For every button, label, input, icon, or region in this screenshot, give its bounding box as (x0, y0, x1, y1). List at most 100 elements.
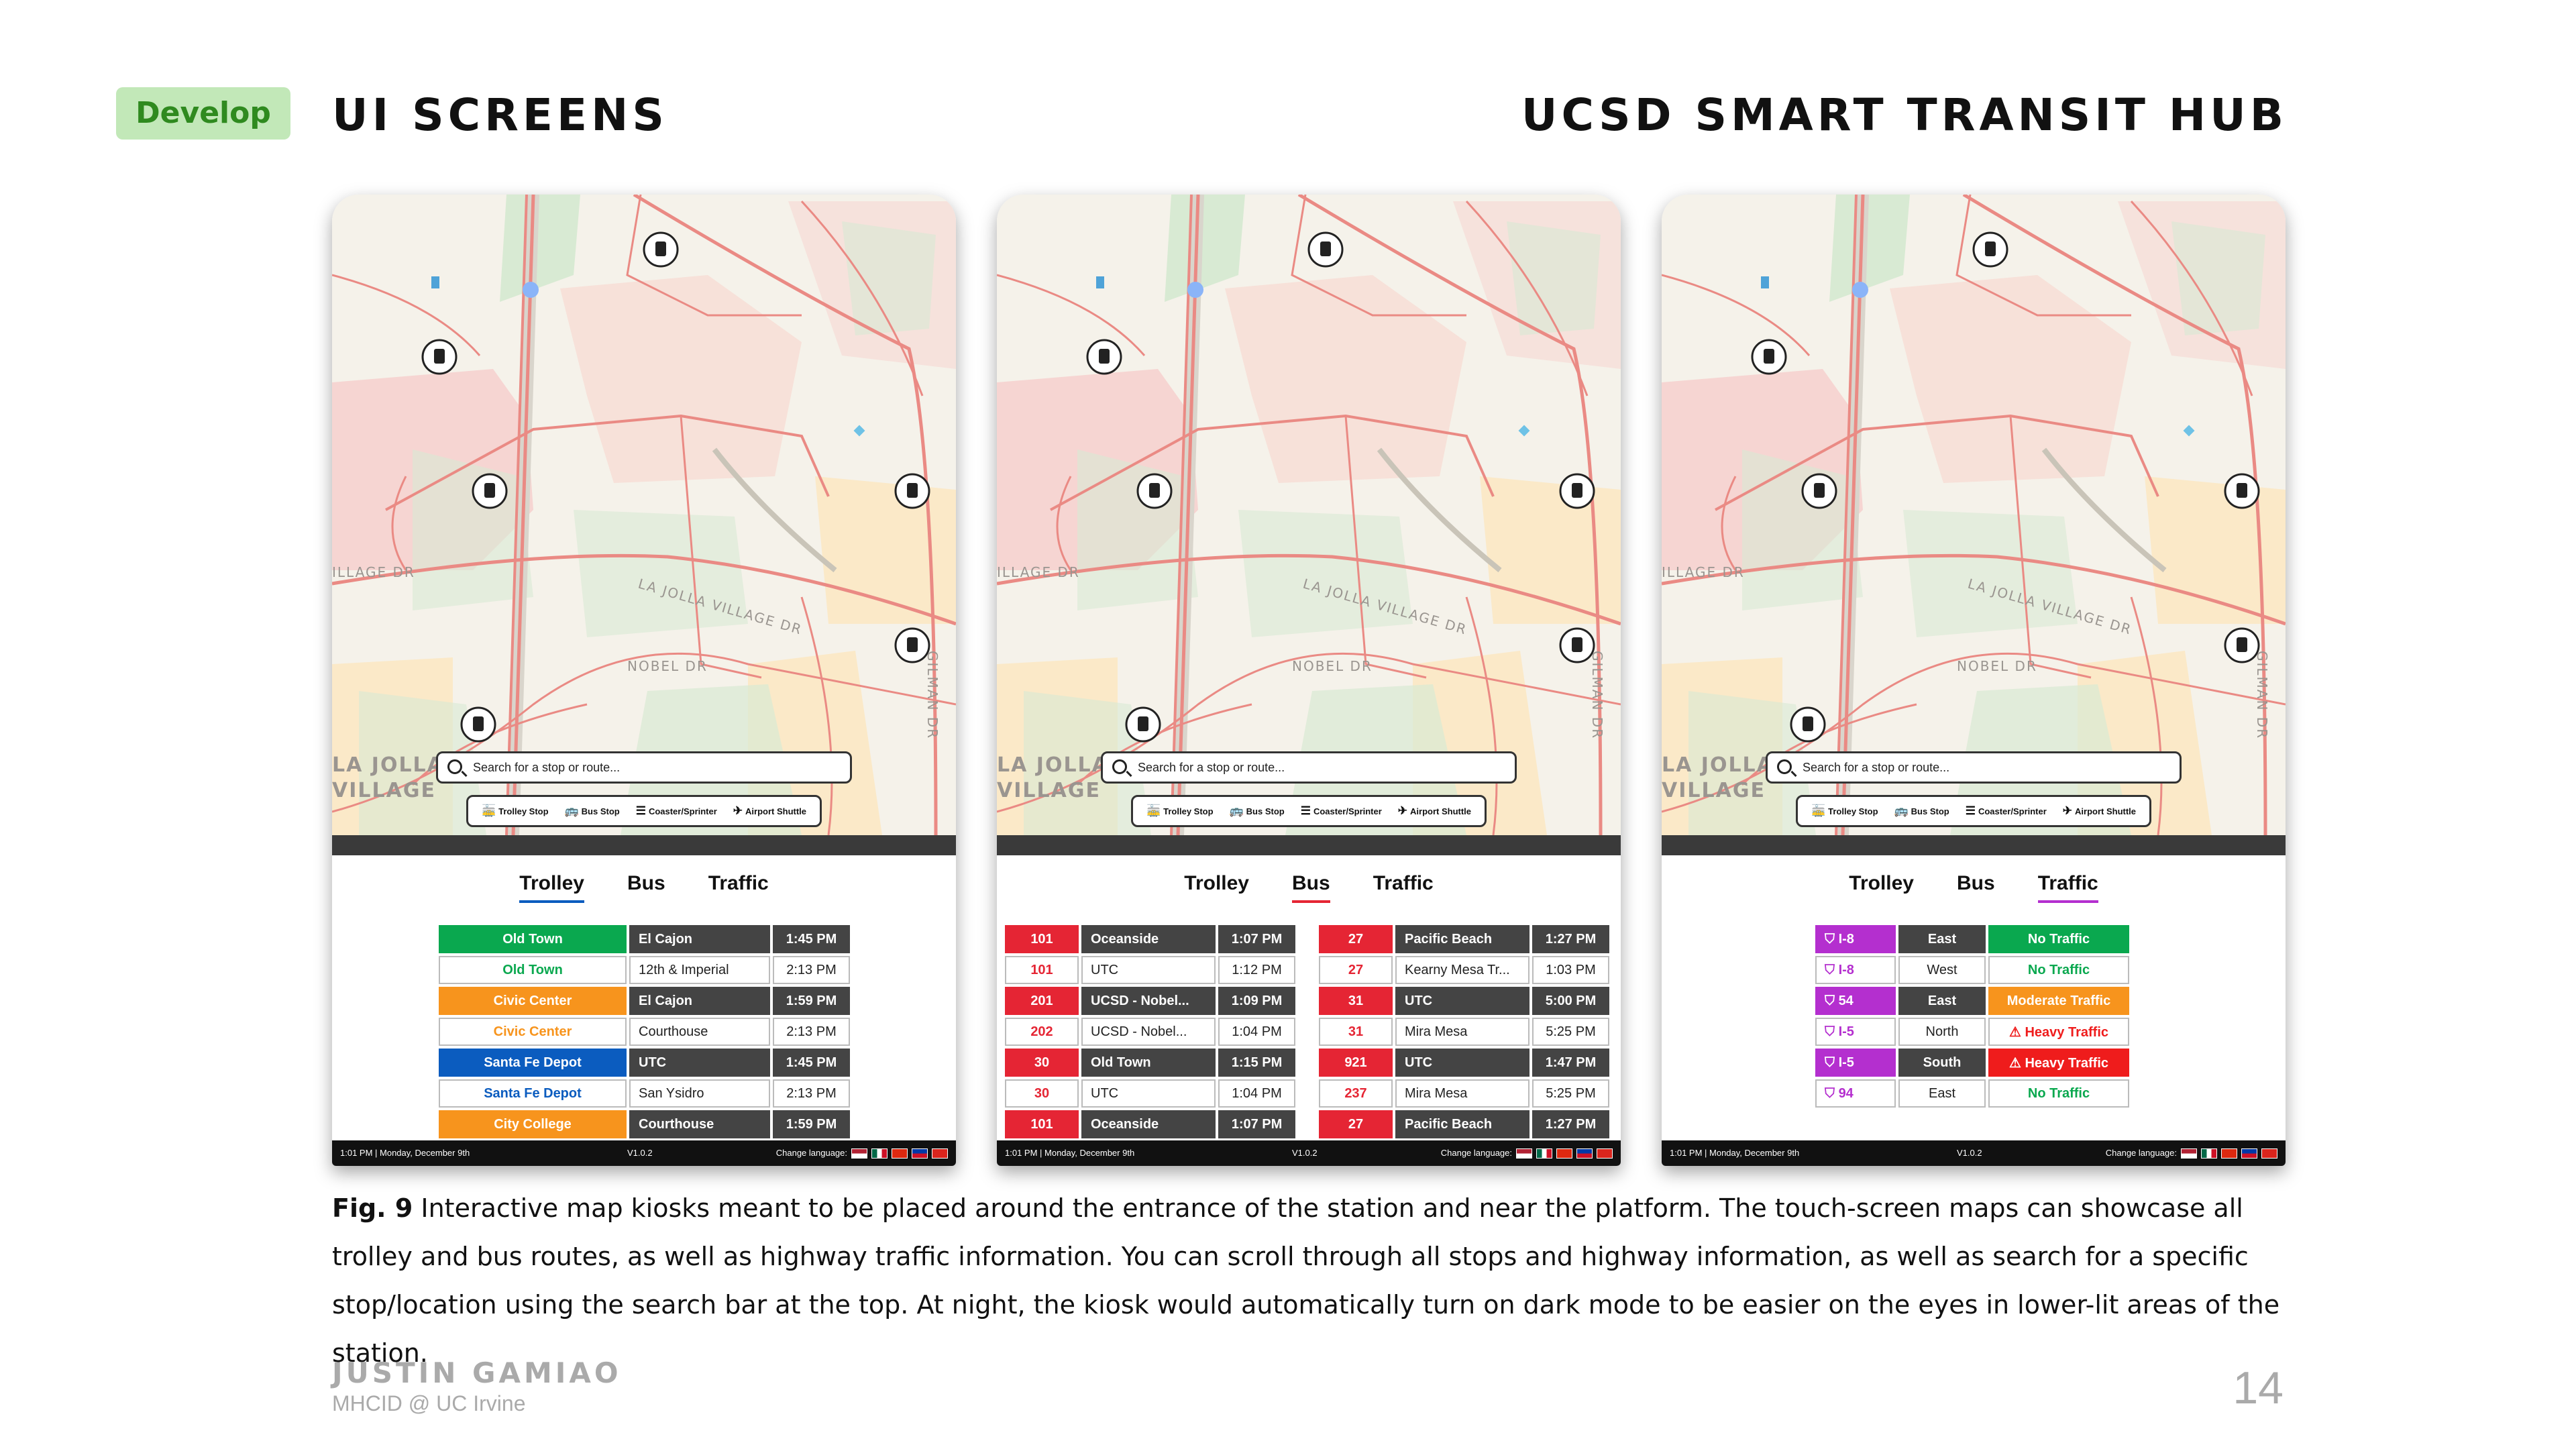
route-cell[interactable]: Civic Center (439, 987, 627, 1015)
legend-item[interactable]: 🚋 Trolley Stop (1146, 804, 1214, 818)
route-number-cell[interactable]: 30 (1005, 1049, 1079, 1077)
tab-trolley[interactable]: Trolley (1849, 872, 1914, 894)
table-row[interactable]: 101 Oceanside 1:07 PM (1005, 1110, 1295, 1138)
legend-item[interactable]: 🚌 Bus Stop (1894, 804, 1949, 818)
tab-trolley[interactable]: Trolley (1184, 872, 1249, 894)
flag-ph-icon[interactable] (1576, 1148, 1593, 1159)
route-cell[interactable]: Old Town (439, 956, 627, 984)
legend-item[interactable]: 🚌 Bus Stop (565, 804, 620, 818)
tab-bus[interactable]: Bus (1957, 872, 1995, 894)
flag-cn-icon[interactable] (2221, 1148, 2237, 1159)
table-row[interactable]: Civic Center Courthouse 2:13 PM (439, 1018, 850, 1046)
highway-cell[interactable]: ⛉ 54 (1815, 987, 1896, 1015)
map-image[interactable]: ILLAGE DR LA JOLLA VILLAGE DR NOBEL DR G… (997, 195, 1621, 835)
table-row[interactable]: 202 UCSD - Nobel... 1:04 PM (1005, 1018, 1295, 1046)
route-number-cell[interactable]: 101 (1005, 925, 1079, 953)
map[interactable]: ILLAGE DR LA JOLLA VILLAGE DR NOBEL DR G… (332, 195, 956, 835)
tab-bus[interactable]: Bus (1292, 872, 1330, 903)
legend-item[interactable]: ✈ Airport Shuttle (733, 804, 806, 818)
map-legend[interactable]: 🚋 Trolley Stop 🚌 Bus Stop ☰ Coaster/Sprinter ✈… (1131, 795, 1487, 827)
route-number-cell[interactable]: 30 (1005, 1079, 1079, 1108)
table-row[interactable]: Old Town El Cajon 1:45 PM (439, 925, 850, 953)
map-legend[interactable]: 🚋 Trolley Stop 🚌 Bus Stop ☰ Coaster/Sprinter ✈… (466, 795, 822, 827)
map-image[interactable]: ILLAGE DR LA JOLLA VILLAGE DR NOBEL DR G… (1662, 195, 2286, 835)
flag-mx-icon[interactable] (1536, 1148, 1552, 1159)
highway-cell[interactable]: ⛉ I-8 (1815, 925, 1896, 953)
flag-ph-icon[interactable] (912, 1148, 928, 1159)
route-number-cell[interactable]: 27 (1319, 956, 1393, 984)
route-cell[interactable]: Santa Fe Depot (439, 1049, 627, 1077)
legend-item[interactable]: ☰ Coaster/Sprinter (1966, 804, 2047, 818)
table-row[interactable]: ⛉ I-5 North ⚠ Heavy Traffic (1815, 1018, 2129, 1046)
flag-vn-icon[interactable] (1597, 1148, 1613, 1159)
route-cell[interactable]: City College (439, 1110, 627, 1138)
table-row[interactable]: 27 Pacific Beach 1:27 PM (1319, 1110, 1609, 1138)
table-row[interactable]: ⛉ 94 East No Traffic (1815, 1079, 2129, 1108)
flag-us-icon[interactable] (2181, 1148, 2197, 1159)
route-number-cell[interactable]: 31 (1319, 987, 1393, 1015)
table-row[interactable]: ⛉ I-8 East No Traffic (1815, 925, 2129, 953)
tab-trolley[interactable]: Trolley (519, 872, 584, 903)
legend-item[interactable]: 🚋 Trolley Stop (1811, 804, 1878, 818)
flag-ph-icon[interactable] (2241, 1148, 2257, 1159)
table-row[interactable]: 921 UTC 1:47 PM (1319, 1049, 1609, 1077)
flag-mx-icon[interactable] (2201, 1148, 2217, 1159)
search-input[interactable]: Search for a stop or route... (436, 751, 852, 784)
flag-cn-icon[interactable] (1556, 1148, 1572, 1159)
flag-cn-icon[interactable] (892, 1148, 908, 1159)
table-row[interactable]: 27 Pacific Beach 1:27 PM (1319, 925, 1609, 953)
route-number-cell[interactable]: 27 (1319, 1110, 1393, 1138)
language-selector[interactable]: Change language: (2106, 1140, 2277, 1166)
flag-mx-icon[interactable] (871, 1148, 888, 1159)
table-row[interactable]: 101 UTC 1:12 PM (1005, 956, 1295, 984)
table-row[interactable]: 237 Mira Mesa 5:25 PM (1319, 1079, 1609, 1108)
legend-item[interactable]: ✈ Airport Shuttle (2063, 804, 2136, 818)
search-input[interactable]: Search for a stop or route... (1101, 751, 1517, 784)
legend-item[interactable]: ☰ Coaster/Sprinter (636, 804, 717, 818)
tab-traffic[interactable]: Traffic (1373, 872, 1434, 894)
route-number-cell[interactable]: 101 (1005, 956, 1079, 984)
table-row[interactable]: Old Town 12th & Imperial 2:13 PM (439, 956, 850, 984)
table-row[interactable]: ⛉ 54 East Moderate Traffic (1815, 987, 2129, 1015)
language-selector[interactable]: Change language: (776, 1140, 948, 1166)
tab-traffic[interactable]: Traffic (708, 872, 769, 894)
map-legend[interactable]: 🚋 Trolley Stop 🚌 Bus Stop ☰ Coaster/Sprinter ✈… (1796, 795, 2151, 827)
map[interactable]: ILLAGE DR LA JOLLA VILLAGE DR NOBEL DR G… (997, 195, 1621, 835)
highway-cell[interactable]: ⛉ I-5 (1815, 1049, 1896, 1077)
route-number-cell[interactable]: 31 (1319, 1018, 1393, 1046)
legend-item[interactable]: ☰ Coaster/Sprinter (1301, 804, 1382, 818)
highway-cell[interactable]: ⛉ 94 (1815, 1079, 1896, 1108)
route-number-cell[interactable]: 237 (1319, 1079, 1393, 1108)
route-number-cell[interactable]: 921 (1319, 1049, 1393, 1077)
table-row[interactable]: 27 Kearny Mesa Tr... 1:03 PM (1319, 956, 1609, 984)
route-cell[interactable]: Santa Fe Depot (439, 1079, 627, 1108)
table-row[interactable]: ⛉ I-5 South ⚠ Heavy Traffic (1815, 1049, 2129, 1077)
table-row[interactable]: Civic Center El Cajon 1:59 PM (439, 987, 850, 1015)
table-row[interactable]: City College Courthouse 1:59 PM (439, 1110, 850, 1138)
table-row[interactable]: 201 UCSD - Nobel... 1:09 PM (1005, 987, 1295, 1015)
route-cell[interactable]: Old Town (439, 925, 627, 953)
flag-vn-icon[interactable] (932, 1148, 948, 1159)
map[interactable]: ILLAGE DR LA JOLLA VILLAGE DR NOBEL DR G… (1662, 195, 2286, 835)
route-cell[interactable]: Civic Center (439, 1018, 627, 1046)
route-number-cell[interactable]: 202 (1005, 1018, 1079, 1046)
table-row[interactable]: 101 Oceanside 1:07 PM (1005, 925, 1295, 953)
language-selector[interactable]: Change language: (1441, 1140, 1613, 1166)
table-row[interactable]: Santa Fe Depot UTC 1:45 PM (439, 1049, 850, 1077)
route-number-cell[interactable]: 201 (1005, 987, 1079, 1015)
highway-cell[interactable]: ⛉ I-8 (1815, 956, 1896, 984)
flag-vn-icon[interactable] (2261, 1148, 2277, 1159)
table-row[interactable]: 31 Mira Mesa 5:25 PM (1319, 1018, 1609, 1046)
legend-item[interactable]: ✈ Airport Shuttle (1398, 804, 1471, 818)
route-number-cell[interactable]: 27 (1319, 925, 1393, 953)
table-row[interactable]: 30 Old Town 1:15 PM (1005, 1049, 1295, 1077)
table-row[interactable]: ⛉ I-8 West No Traffic (1815, 956, 2129, 984)
tab-traffic[interactable]: Traffic (2037, 872, 2098, 903)
search-input[interactable]: Search for a stop or route... (1766, 751, 2182, 784)
map-image[interactable]: ILLAGE DR LA JOLLA VILLAGE DR NOBEL DR G… (332, 195, 956, 835)
route-number-cell[interactable]: 101 (1005, 1110, 1079, 1138)
flag-us-icon[interactable] (851, 1148, 867, 1159)
table-row[interactable]: 31 UTC 5:00 PM (1319, 987, 1609, 1015)
flag-us-icon[interactable] (1516, 1148, 1532, 1159)
tab-bus[interactable]: Bus (627, 872, 665, 894)
